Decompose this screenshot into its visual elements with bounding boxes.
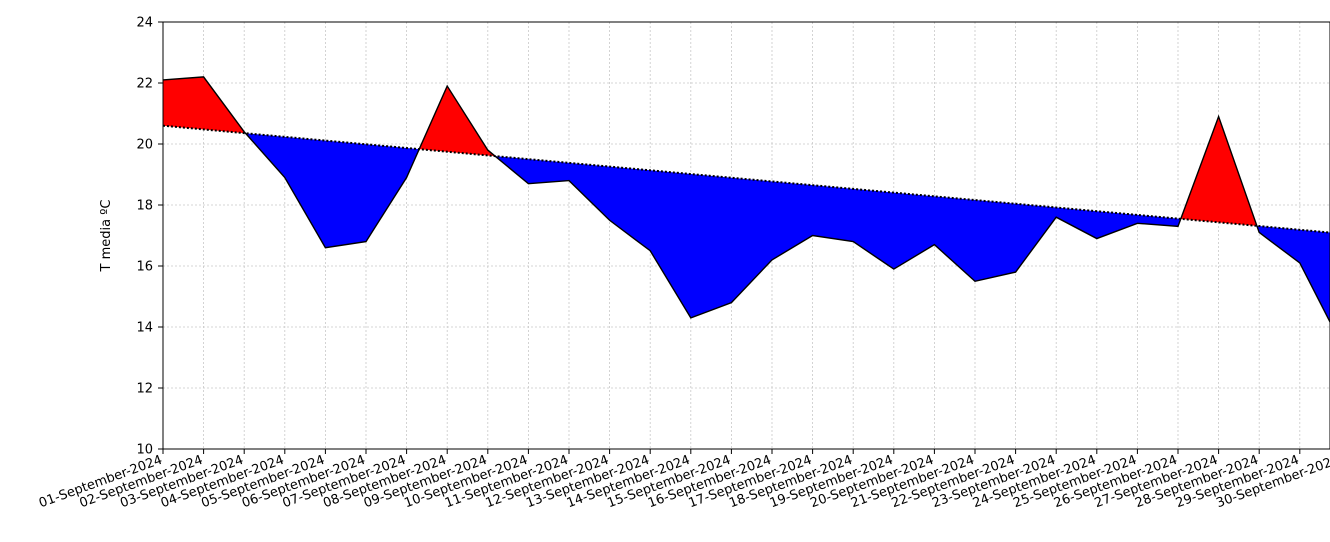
area-above-reference xyxy=(1180,116,1257,226)
deviation-fill xyxy=(163,76,1330,322)
y-tick-label: 20 xyxy=(136,138,153,153)
y-tick-label: 12 xyxy=(136,382,153,397)
plot-frame xyxy=(162,21,1330,450)
y-tick-label: 22 xyxy=(136,77,153,92)
area-below-reference xyxy=(245,133,420,248)
y-tick-label: 14 xyxy=(136,321,153,336)
area-above-reference xyxy=(419,86,496,157)
y-axis-label: T media ºC xyxy=(99,200,114,273)
x-axis-ticks: 01-September-202402-September-202403-Sep… xyxy=(37,449,1330,511)
y-tick-label: 16 xyxy=(136,260,153,275)
y-axis-ticks: 10 12 14 16 18 20 22 24 xyxy=(136,16,163,458)
observed-temperature-line xyxy=(162,76,1330,324)
reference-line xyxy=(162,124,1330,234)
y-tick-label: 24 xyxy=(136,16,153,31)
y-tick-label: 18 xyxy=(136,199,153,214)
series-lines xyxy=(162,76,1330,324)
area-below-reference xyxy=(1256,225,1330,322)
y-tick-label: 10 xyxy=(136,443,153,458)
area-above-reference xyxy=(163,76,246,134)
area-below-reference xyxy=(495,156,1181,318)
